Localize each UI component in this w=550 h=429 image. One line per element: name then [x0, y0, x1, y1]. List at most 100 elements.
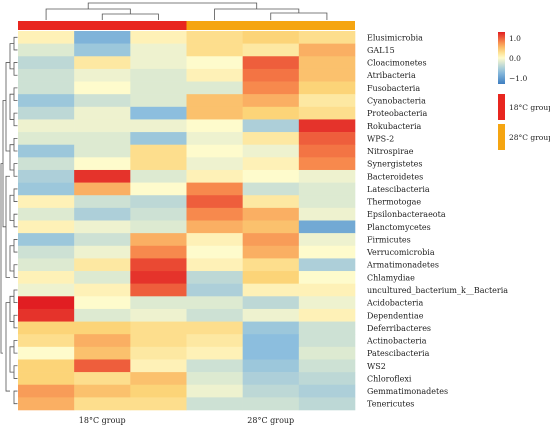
row-label: Firmicutes — [367, 235, 411, 244]
row-label: Deferribacteres — [367, 324, 431, 333]
heatmap-cell — [186, 271, 243, 284]
row-label: Verrucomicrobia — [366, 248, 435, 257]
heatmap-cell — [298, 334, 356, 348]
heatmap-cell — [18, 119, 75, 133]
row-label: Latescibacteria — [367, 185, 430, 194]
heatmap-cell — [74, 397, 131, 411]
heatmap-cell — [186, 258, 243, 272]
heatmap-cell — [242, 334, 300, 348]
group-axis-label: 28°C group — [247, 416, 294, 425]
heatmap-cell — [74, 94, 131, 108]
dendrogram-link — [13, 112, 18, 127]
dendrogram-link — [13, 264, 18, 278]
heatmap-cell — [298, 308, 356, 322]
heatmap-cell — [130, 283, 187, 297]
heatmap-cell — [298, 258, 356, 272]
dendrogram-link — [13, 87, 18, 101]
heatmap-cell — [242, 271, 300, 284]
heatmap-cell — [18, 182, 75, 196]
heatmap-cell — [74, 144, 131, 158]
color-scale-tick-label: 0.0 — [509, 54, 521, 63]
row-label: WS2 — [367, 362, 386, 371]
row-label: GAL15 — [367, 46, 395, 55]
heatmap-cell — [18, 68, 75, 82]
color-scale-tick-label: 1.0 — [509, 34, 521, 43]
heatmap-cell — [18, 169, 75, 183]
heatmap-cell — [186, 106, 243, 120]
heatmap-cell — [18, 157, 75, 171]
heatmap-cell — [242, 119, 300, 133]
heatmap-cell — [186, 220, 243, 234]
heatmap-cell — [242, 359, 300, 373]
heatmap-cell — [18, 56, 75, 70]
heatmap-cell — [186, 296, 243, 310]
heatmap-cell — [186, 384, 243, 398]
heatmap-cell — [18, 233, 75, 247]
row-label: Proteobacteria — [367, 109, 427, 118]
heatmap-cell — [74, 31, 131, 44]
heatmap-cell — [130, 81, 187, 95]
heatmap-cell — [18, 81, 75, 95]
heatmap-cell — [18, 144, 75, 158]
dendrogram-link — [214, 8, 300, 20]
dendrogram-link — [13, 137, 18, 152]
dendrogram-link — [13, 36, 18, 51]
heatmap-cell — [74, 245, 131, 259]
heatmap-cell — [130, 119, 187, 133]
heatmap-cell — [130, 359, 187, 373]
heatmap-cell — [18, 372, 75, 386]
heatmap-cell — [130, 132, 187, 145]
heatmap-cell — [74, 384, 131, 398]
heatmap-cell — [18, 359, 75, 373]
dendrogram-link — [5, 302, 10, 392]
dendrogram-link — [13, 213, 18, 228]
heatmap-cells — [18, 31, 356, 411]
heatmap-cell — [130, 258, 187, 272]
heatmap-cell — [298, 195, 356, 209]
color-scale-bar — [498, 32, 505, 84]
heatmap-cell — [74, 56, 131, 70]
heatmap-cell — [18, 195, 75, 209]
heatmap-cell — [186, 119, 243, 133]
heatmap-cell — [242, 31, 300, 44]
row-label: Tenericutes — [367, 400, 414, 409]
group-axis-labels: 18°C group 28°C group — [79, 416, 294, 425]
heatmap-cell — [130, 220, 187, 234]
row-label: Cloacimonetes — [367, 59, 427, 68]
heatmap-cell — [298, 43, 356, 57]
heatmap-cell — [130, 182, 187, 196]
heatmap-cell — [74, 119, 131, 133]
heatmap-cell — [242, 321, 300, 335]
heatmap-cell — [298, 220, 356, 234]
heatmap-cell — [298, 321, 356, 335]
heatmap-cell — [186, 94, 243, 108]
heatmap-cell — [130, 43, 187, 57]
dendrogram-link — [270, 12, 328, 20]
row-label: Nitrospirae — [367, 147, 414, 156]
row-label: Elusimicrobia — [367, 33, 423, 42]
group-axis-label: 18°C group — [79, 416, 126, 425]
legend-swatch — [498, 94, 505, 120]
heatmap-cell — [74, 258, 131, 272]
heatmap-cell — [298, 144, 356, 158]
heatmap-cell — [74, 106, 131, 120]
row-label: Synergistetes — [367, 160, 423, 169]
dendrogram-link — [13, 239, 18, 253]
heatmap-cell — [130, 31, 187, 44]
heatmap-cell — [186, 182, 243, 196]
heatmap-cell — [18, 94, 75, 108]
heatmap-cell — [18, 207, 75, 221]
heatmap-cell — [74, 43, 131, 57]
dendrogram-link — [5, 62, 10, 152]
row-label: Chlamydiae — [367, 273, 415, 282]
heatmap-cell — [298, 119, 356, 133]
heatmap-cell — [242, 144, 300, 158]
heatmap-cell — [130, 157, 187, 171]
row-label: Rokubacteria — [367, 122, 422, 131]
heatmap-cell — [298, 296, 356, 310]
heatmap-cell — [298, 31, 356, 44]
dendrogram-link — [13, 340, 18, 354]
heatmap-cell — [18, 308, 75, 322]
dendrogram-link — [5, 175, 10, 278]
row-label: Planctomycetes — [367, 223, 431, 232]
